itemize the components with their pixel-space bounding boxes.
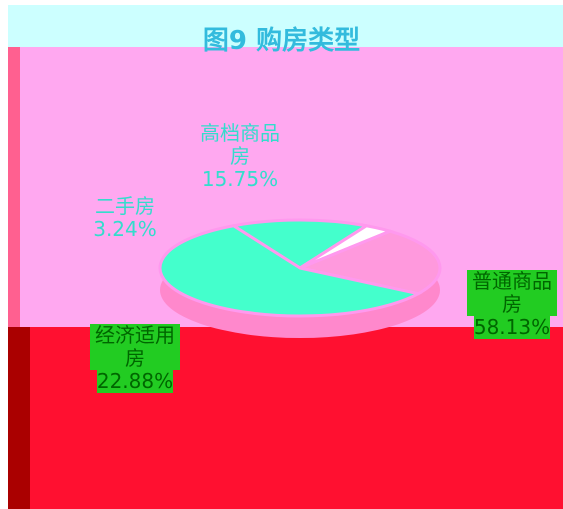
category-label: 高档商品房 bbox=[200, 121, 280, 168]
category-label: 二手房 bbox=[95, 194, 155, 218]
pie-slice bbox=[294, 229, 442, 296]
chart-title: 图9 购房类型 bbox=[202, 26, 361, 56]
slice-label: 高档商品房 15.75% bbox=[190, 122, 290, 191]
value-label: 15.75% bbox=[201, 167, 279, 191]
category-label: 经济适用房 bbox=[90, 324, 180, 370]
slice-label: 普通商品房 58.13% bbox=[462, 270, 562, 339]
slice-label: 经济适用房 22.88% bbox=[85, 324, 185, 393]
pie-slice bbox=[158, 224, 423, 318]
left-strip bbox=[8, 47, 20, 327]
title-band bbox=[8, 5, 563, 47]
category-label: 普通商品房 bbox=[467, 270, 557, 316]
value-label: 3.24% bbox=[93, 217, 157, 241]
left-strip bbox=[8, 327, 30, 509]
slice-label: 二手房 3.24% bbox=[80, 195, 170, 241]
pie-slice bbox=[229, 218, 371, 270]
value-label: 22.88% bbox=[96, 369, 174, 393]
value-label: 58.13% bbox=[473, 315, 551, 339]
